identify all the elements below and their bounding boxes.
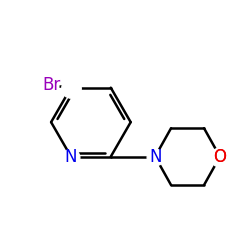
Text: Br: Br: [42, 76, 60, 94]
Text: N: N: [149, 148, 162, 166]
Text: O: O: [214, 148, 226, 166]
Text: N: N: [65, 148, 77, 166]
Text: O: O: [214, 148, 226, 166]
